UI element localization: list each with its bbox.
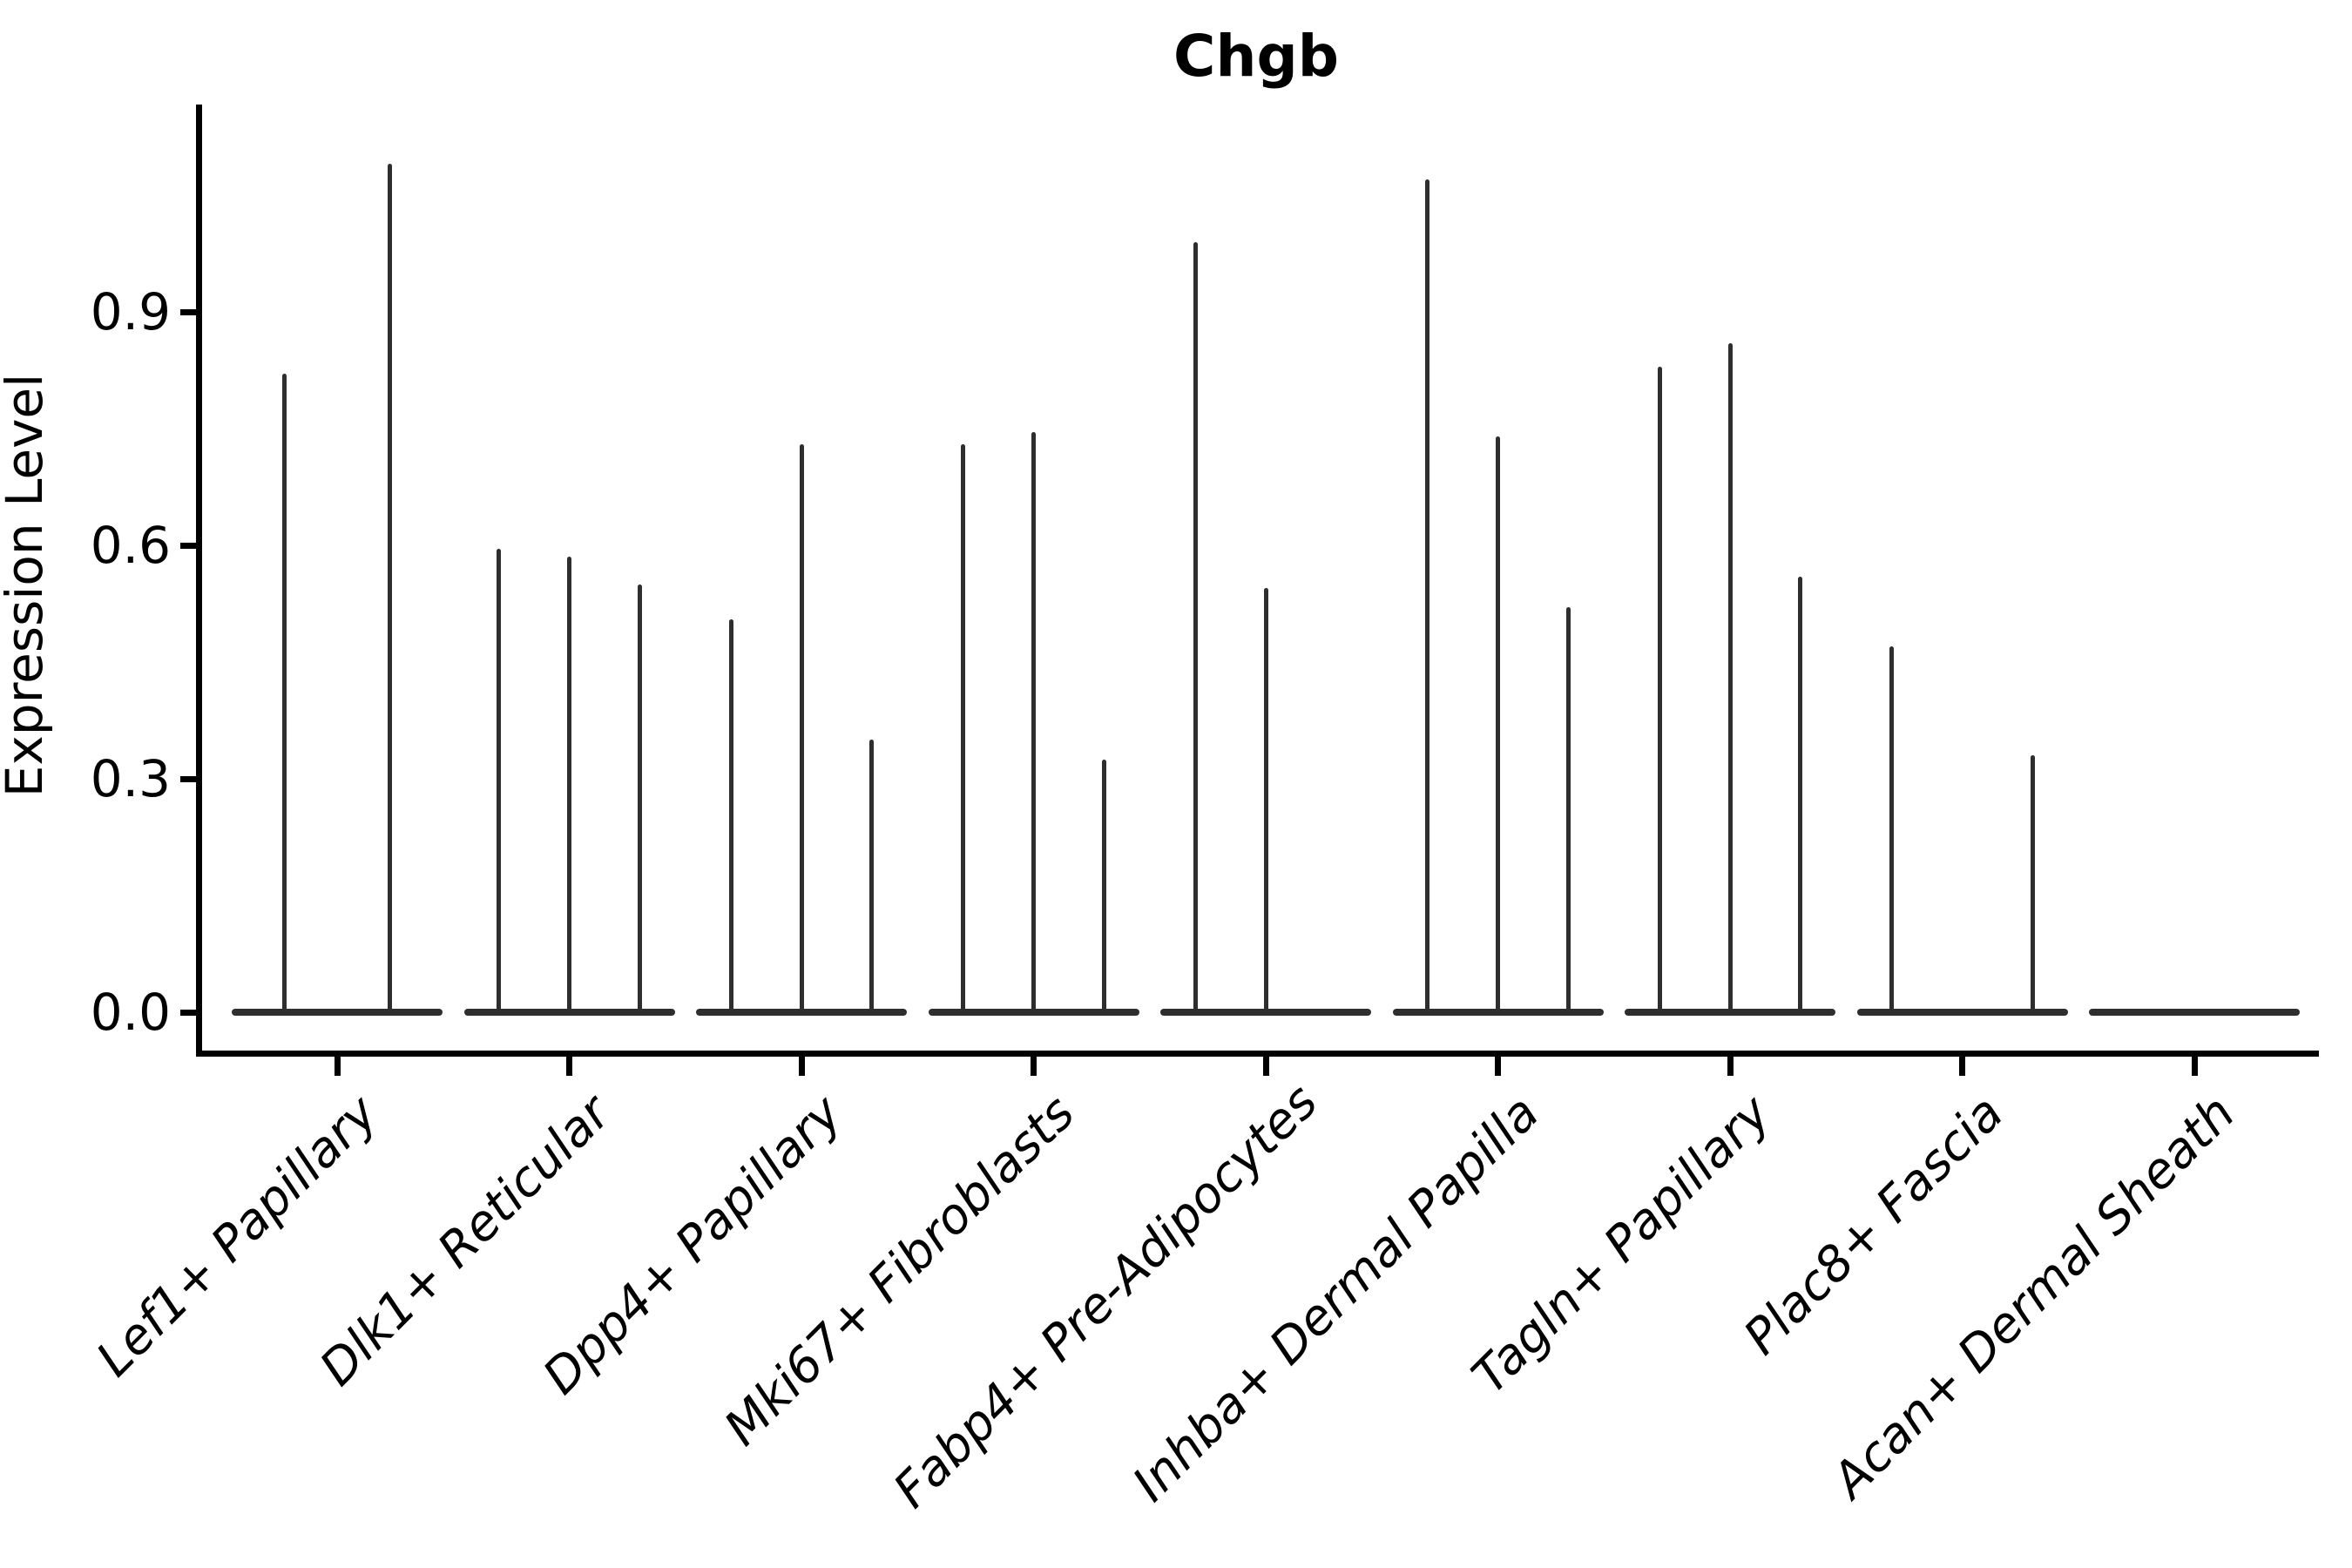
x-tick-label: Inhba+ Dermal Papilla [1121,1085,1550,1513]
violin-base [1160,1009,1371,1016]
x-tick [1031,1057,1037,1076]
x-tick [2191,1057,2198,1076]
violin-spike [1263,588,1268,1012]
violin-base [232,1009,443,1016]
x-tick-label: Fabp4+ Pre-Adipocytes [882,1073,1329,1519]
violin-spike [567,557,571,1012]
violin-spike [497,549,502,1012]
violin-spike [2030,755,2035,1012]
violin-spike [1798,576,1803,1012]
y-tick-label: 0.0 [90,983,171,1042]
y-tick [180,542,196,549]
violin-spike [1101,759,1106,1012]
x-tick-label: Plac8+ Fascia [1733,1085,2014,1366]
chart-title: Chgb [1173,23,1339,90]
violin-spike [1425,179,1430,1012]
violin-spike [1193,241,1198,1012]
y-tick-label: 0.6 [90,516,171,575]
violin-base [928,1009,1139,1016]
violin-base [1856,1009,2068,1016]
x-tick-label: Lef1+ Papillary [85,1085,389,1388]
violin-spike [728,618,733,1012]
x-axis-spine [196,1051,2319,1057]
violin-spike [1727,342,1733,1012]
violin-base [1392,1009,1604,1016]
violin-base [463,1009,675,1016]
x-tick-label: Tagln+ Papillary [1461,1085,1782,1405]
y-tick-label: 0.9 [90,282,171,341]
y-axis-label: Expression Level [0,373,54,798]
x-tick [1262,1057,1269,1076]
violin-spike [1496,436,1500,1012]
violin-spike [869,740,875,1012]
x-tick [334,1057,341,1076]
violin-base [2089,1009,2300,1016]
x-tick-label: Dlk1+ Reticular [308,1085,621,1397]
y-axis-spine [196,105,202,1057]
violin-spike [799,443,804,1012]
x-tick-label: Dpp4+ Papillary [532,1085,854,1406]
violin-spike [637,584,642,1012]
x-tick [566,1057,572,1076]
x-tick [798,1057,805,1076]
x-tick [1959,1057,1965,1076]
violin-base [696,1009,907,1016]
violin-spike [1657,366,1662,1012]
violin-spike [1031,432,1036,1012]
x-tick-label: Mki67+ Fibroblasts [713,1085,1085,1457]
violin-spike [282,374,287,1012]
y-tick-label: 0.3 [90,749,171,808]
y-tick [180,1009,196,1016]
y-tick [180,775,196,782]
x-tick [1495,1057,1501,1076]
x-tick [1727,1057,1734,1076]
violin-spike [1565,607,1571,1012]
violin-spike [961,443,966,1012]
violin-base [1625,1009,1835,1016]
violin-spike [1889,646,1895,1012]
violin-spike [388,164,392,1012]
x-tick-label: Acan+ Dermal Sheath [1821,1085,2247,1510]
y-tick [180,308,196,315]
